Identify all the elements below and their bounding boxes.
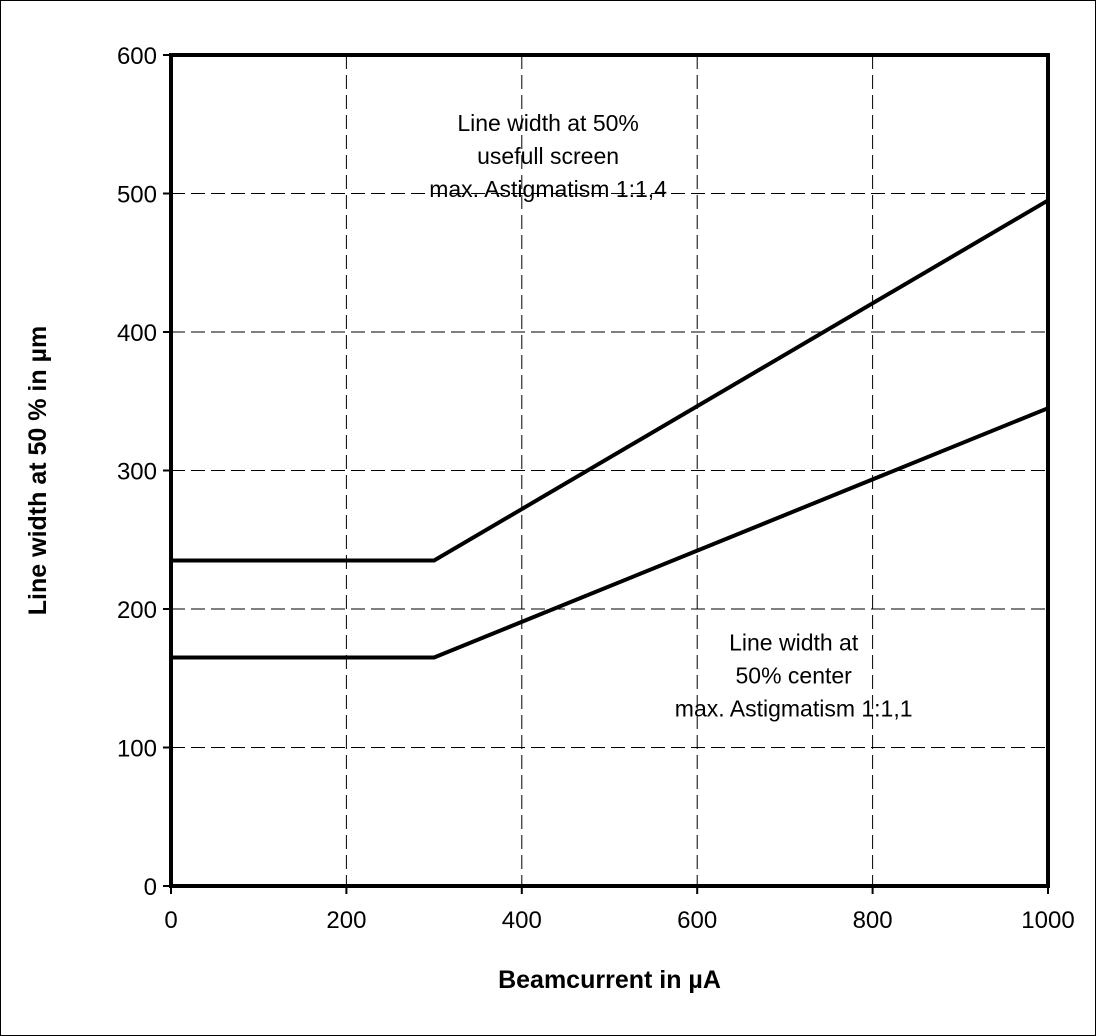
y-tick-label-6: 600 — [117, 43, 157, 70]
x-axis-title: Beamcurrent in µA — [498, 966, 721, 994]
y-axis-title: Line width at 50 % in µm — [24, 326, 52, 615]
x-axis-ticks: 0 200 400 600 800 1000 — [164, 886, 1075, 934]
y-tick-label-4: 400 — [117, 320, 157, 347]
annotation-2-line-1: Line width at — [729, 630, 859, 656]
x-tick-label-2: 400 — [502, 907, 542, 934]
annotation-1-line-3: max. Astigmatism 1:1,4 — [429, 176, 667, 202]
grid — [171, 55, 1048, 886]
y-axis-ticks: 0 100 200 300 400 500 600 — [117, 43, 171, 901]
x-tick-label-0: 0 — [164, 907, 177, 934]
y-tick-label-0: 0 — [144, 874, 157, 901]
annotation-1-line-1: Line width at 50% — [457, 110, 639, 136]
series-layer — [171, 198, 1050, 660]
x-tick-label-5: 1000 — [1021, 907, 1074, 934]
annotations: Line width at 50% usefull screen max. Asti… — [429, 110, 912, 721]
y-tick-label-5: 500 — [117, 182, 157, 209]
x-tick-label-4: 800 — [853, 907, 893, 934]
annotation-2-line-3: max. Astigmatism 1:1,1 — [675, 696, 913, 722]
x-tick-label-1: 200 — [326, 907, 366, 934]
y-tick-label-2: 200 — [117, 597, 157, 624]
y-tick-label-1: 100 — [117, 736, 157, 763]
series-line-2 — [171, 406, 1049, 660]
series-line-1 — [171, 198, 1050, 563]
annotation-1-line-2: usefull screen — [477, 143, 619, 169]
y-tick-label-3: 300 — [117, 459, 157, 486]
annotation-2-line-2: 50% center — [735, 663, 852, 689]
x-tick-label-3: 600 — [677, 907, 717, 934]
